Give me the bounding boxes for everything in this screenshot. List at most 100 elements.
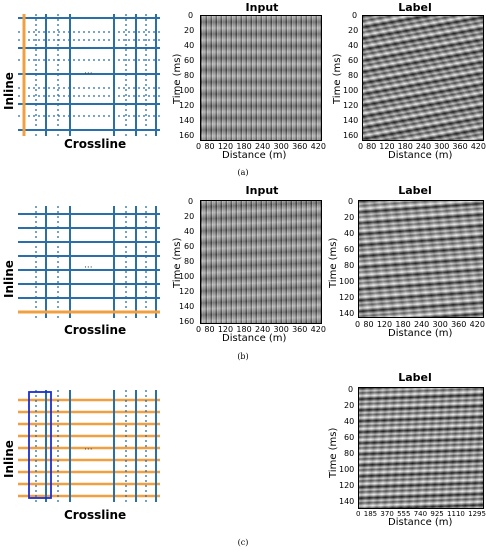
xtick: 420 [310,325,326,334]
label-xlabel-b: Distance (m) [388,328,453,339]
svg-text:···: ··· [84,69,93,79]
ytick: 0 [188,11,194,20]
label-xlabel-c: Distance (m) [388,517,453,528]
label-ylabel-a: Time (ms) [332,53,343,104]
ytick: 160 [179,317,195,326]
ytick: 140 [339,309,355,318]
label-title-a: Label [398,1,432,14]
xtick: 0 [356,510,361,518]
xtick: 240 [254,142,271,151]
xtick: 240 [415,142,432,151]
xtick: 300 [432,320,448,329]
ytick: 40 [348,41,359,50]
xtick: 240 [413,320,430,329]
xtick: 420 [470,142,486,151]
ytick: 40 [344,417,355,426]
label-ylabel-b: Time (ms) [328,237,339,288]
caption-c: (c) [237,538,249,547]
inline-label-a: Inline [2,72,16,110]
xtick: 0 [358,142,364,151]
xtick: 0 [355,320,361,329]
xtick: 370 [380,510,394,518]
ytick: 20 [344,213,355,222]
survey-grid-c: ··· [18,390,160,502]
ytick: 80 [344,449,355,458]
label-xticks-b: 0 80 120 180 240 300 360 420 [355,320,485,329]
label-xlabel-a: Distance (m) [388,150,453,161]
xtick: 420 [469,320,485,329]
ytick: 20 [184,26,195,35]
inline-label-b: Inline [2,260,16,298]
ytick: 60 [344,245,355,254]
caption-a: (a) [237,168,249,177]
survey-grid-a: ··· [18,14,160,136]
label-title-c: Label [398,371,432,384]
ytick: 160 [343,131,359,140]
xtick: 360 [452,142,468,151]
input-xlabel-b: Distance (m) [222,333,287,344]
ytick: 120 [339,293,355,302]
ytick: 140 [179,116,195,125]
xtick: 0 [196,142,202,151]
label-xticks-c: 0 185 370 555 740 925 1110 1295 [356,510,486,518]
svg-text:···: ··· [84,445,93,455]
xtick: 80 [204,325,215,334]
xtick: 740 [413,510,428,518]
svg-text:···: ··· [84,263,93,273]
ytick: 80 [344,261,355,270]
xtick: 120 [217,142,234,151]
input-seismic-b [200,200,322,324]
ytick: 120 [343,101,359,110]
label-xticks-a: 0 80 120 180 240 300 360 420 [358,142,486,151]
input-xticks-b: 0 80 120 180 240 300 360 420 [196,325,326,334]
label-ylabel-c: Time (ms) [328,427,339,478]
ytick: 60 [184,242,195,251]
crossline-label-c: Crossline [64,508,127,522]
xtick: 360 [292,142,308,151]
input-title-a: Input [245,1,279,14]
ytick: 0 [348,385,354,394]
xtick: 180 [397,142,413,151]
xtick: 80 [366,142,377,151]
xtick: 360 [292,325,308,334]
crossline-label-a: Crossline [64,137,127,151]
ytick: 0 [352,11,358,20]
xtick: 80 [204,142,215,151]
ytick: 140 [343,116,359,125]
ytick: 100 [179,86,195,95]
input-title-b: Input [245,184,279,197]
ytick: 40 [184,41,195,50]
xtick: 1110 [447,510,465,518]
label-seismic-a [362,15,484,141]
ytick: 100 [339,465,355,474]
label-title-b: Label [398,184,432,197]
xtick: 300 [273,325,289,334]
ytick: 60 [348,56,359,65]
xtick: 180 [236,325,252,334]
xtick: 555 [397,510,411,518]
ytick: 80 [184,257,195,266]
ytick: 0 [188,197,194,206]
ytick: 40 [344,229,355,238]
ytick: 60 [344,433,355,442]
survey-grid-b: ··· [18,206,160,318]
xtick: 1295 [468,510,486,518]
ytick: 140 [339,497,355,506]
crossline-label-b: Crossline [64,323,127,337]
xtick: 925 [430,510,444,518]
ytick: 120 [339,481,355,490]
label-seismic-b [358,200,484,318]
label-seismic-c [358,387,484,509]
xtick: 240 [254,325,271,334]
xtick: 420 [310,142,326,151]
ytick: 40 [184,227,195,236]
input-ylabel-a: Time (ms) [172,53,183,104]
caption-b: (b) [237,352,249,361]
xtick: 0 [196,325,202,334]
input-xticks-a: 0 80 120 180 240 300 360 420 [196,142,326,151]
ytick: 100 [179,272,195,281]
xtick: 300 [273,142,289,151]
ytick: 100 [343,86,359,95]
ytick: 140 [179,302,195,311]
ytick: 80 [184,71,195,80]
